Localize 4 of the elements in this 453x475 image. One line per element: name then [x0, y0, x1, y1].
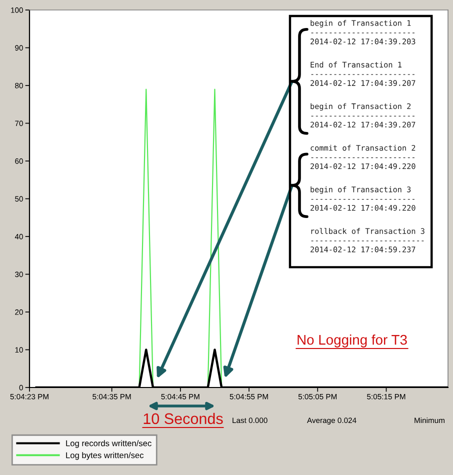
- legend-label: Log records written/sec: [66, 440, 152, 448]
- legend-label: Log bytes written/sec: [66, 452, 144, 460]
- text: 10 Seconds: [144, 412, 223, 424]
- annotation: No Logging for T3: [298, 334, 407, 348]
